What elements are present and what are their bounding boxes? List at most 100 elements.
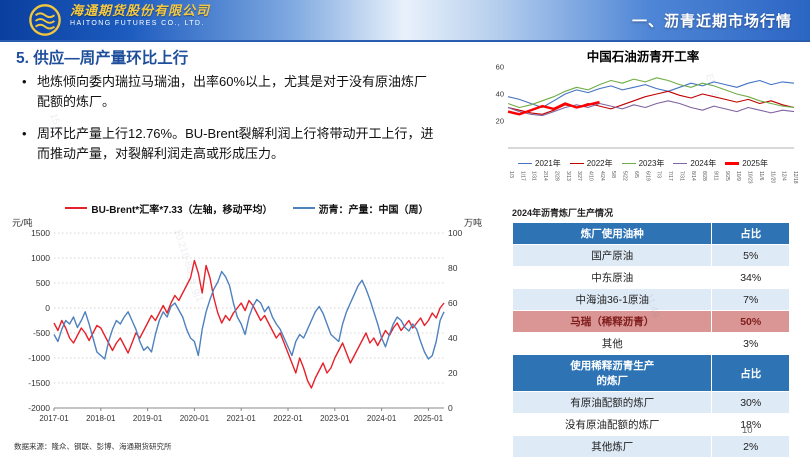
table-header-row: 使用稀释沥青生产 的炼厂 占比 — [511, 354, 790, 392]
cell-value: 2% — [711, 435, 790, 458]
left-axis-unit: 元/吨 — [12, 218, 33, 228]
x-axis-label: 10/23 — [746, 171, 753, 184]
cell-value: 5% — [711, 244, 790, 267]
cell-value: 34% — [711, 266, 790, 289]
legend-label: 2025年 — [742, 159, 768, 168]
table-row: 中东原油 34% — [511, 266, 790, 289]
svg-text:2017-01: 2017-01 — [39, 414, 69, 423]
right-axis-unit: 万吨 — [463, 218, 482, 228]
svg-text:2024-01: 2024-01 — [367, 414, 397, 423]
x-axis-label: 1/17 — [519, 171, 526, 181]
refinery-table: 炼厂使用油种 占比 国产原油 5% 中东原油 34% 中海油36-1原油 7% … — [511, 222, 790, 458]
legend-label: 2021年 — [535, 159, 561, 168]
x-axis-label: 7/31 — [678, 171, 685, 181]
svg-text:0: 0 — [45, 303, 50, 313]
svg-text:1000: 1000 — [31, 253, 50, 263]
svg-text:20: 20 — [448, 368, 458, 378]
col-header-refinery-type: 使用稀释沥青生产 的炼厂 — [511, 354, 713, 392]
cell-label: 没有原油配额的炼厂 — [511, 413, 713, 436]
svg-text:-1500: -1500 — [28, 378, 50, 388]
x-axis-label: 6/5 — [632, 171, 639, 178]
col-header-oil-type: 炼厂使用油种 — [511, 222, 713, 245]
table-row: 国产原油 5% — [511, 244, 790, 267]
operating-rate-chart-block: 中国石油沥青开工率 60 40 20 2021年 2022年 2023年 2024年 202… — [482, 46, 804, 209]
table-row-highlighted: 马瑞（稀释沥青） 50% — [511, 310, 790, 333]
legend-line — [725, 162, 740, 165]
svg-text:20: 20 — [496, 117, 504, 126]
col-header-share: 占比 — [711, 354, 790, 392]
svg-text:2022-01: 2022-01 — [273, 414, 303, 423]
x-axis-label: 4/10 — [587, 171, 594, 181]
x-axis-label: 9/25 — [723, 171, 730, 181]
x-axis-label: 12/4 — [780, 171, 787, 181]
svg-text:-2000: -2000 — [28, 403, 50, 413]
legend-line — [569, 162, 584, 165]
svg-text:2025-01: 2025-01 — [414, 414, 444, 423]
bullet-item: 周环比产量上行12.76%。BU-Brent裂解利润上行将带动开工上行，进而推动… — [22, 124, 434, 164]
x-axis-label: 8/28 — [701, 171, 708, 181]
x-axis-label: 4/24 — [598, 171, 605, 181]
legend-line — [621, 162, 636, 165]
svg-text:-500: -500 — [33, 328, 50, 338]
legend-item: 2024年 — [673, 158, 716, 169]
chart2-title: 中国石油沥青开工率 — [586, 50, 700, 64]
bu-brent-production-chart: 1500 1000 500 0 -500 -1000 -1500 -2000 100 80 60 40… — [28, 228, 462, 423]
table-row: 有原油配额的炼厂 30% — [511, 391, 790, 414]
company-name-en: HAITONG FUTURES CO., LTD. — [70, 20, 205, 28]
legend-label: BU-Brent*汇率*7.33（左轴，移动平均） — [91, 204, 273, 216]
svg-text:500: 500 — [36, 278, 50, 288]
cell-label: 中东原油 — [511, 266, 713, 289]
chart2-legend: 2021年 2022年 2023年 2024年 2025年 — [482, 157, 804, 170]
table-row: 中海油36-1原油 7% — [511, 288, 790, 311]
svg-text:2021-01: 2021-01 — [227, 414, 257, 423]
legend-item: 2021年 — [518, 158, 561, 169]
svg-text:60: 60 — [448, 298, 458, 308]
legend-item: 沥青：产量：中国（周） — [292, 201, 429, 216]
legend-label: 2022年 — [586, 159, 613, 168]
svg-text:40: 40 — [496, 90, 504, 99]
legend-item: 2025年 — [725, 158, 768, 169]
cell-label: 中海油36-1原油 — [511, 288, 713, 311]
section-title: 一、沥青近期市场行情 — [631, 13, 792, 30]
legend-item: 2022年 — [569, 158, 613, 169]
legend-line-blue — [292, 207, 315, 209]
x-axis-label: 11/6 — [757, 171, 764, 181]
table-title: 2024年沥青炼厂生产情况 — [512, 208, 614, 218]
haitong-logo — [28, 3, 62, 37]
page-number: 10 — [742, 425, 753, 436]
cell-value: 3% — [711, 332, 790, 355]
svg-text:2018-01: 2018-01 — [86, 414, 116, 423]
x-axis-label: 1/3 — [508, 171, 514, 178]
svg-text:60: 60 — [496, 63, 504, 72]
company-name-block: 海通期货股份有限公司 HAITONG FUTURES CO., LTD. — [70, 3, 211, 28]
haitong-logo-icon — [29, 4, 61, 36]
x-axis-label: 10/9 — [735, 171, 742, 181]
svg-text:0: 0 — [448, 403, 453, 413]
svg-text:80: 80 — [448, 263, 458, 273]
svg-text:40: 40 — [448, 333, 458, 343]
legend-line-red — [65, 207, 88, 209]
x-axis-label: 1/31 — [530, 171, 537, 181]
cell-label: 有原油配额的炼厂 — [511, 391, 713, 414]
x-axis-label: 8/14 — [689, 171, 696, 181]
legend-label: 2023年 — [638, 159, 665, 168]
x-axis-label: 9/11 — [712, 171, 719, 181]
svg-text:-1000: -1000 — [28, 353, 50, 363]
legend-item: BU-Brent*汇率*7.33（左轴，移动平均） — [65, 201, 273, 216]
cell-value: 7% — [711, 288, 790, 311]
chart1-axis-units: 元/吨 万吨 — [8, 216, 486, 228]
operating-rate-chart: 60 40 20 — [496, 63, 795, 149]
x-axis-label: 3/13 — [564, 171, 571, 181]
x-axis-label: 6/19 — [644, 171, 651, 181]
bu-brent-production-chart-block: BU-Brent*汇率*7.33（左轴，移动平均） 沥青：产量：中国（周） 元/… — [8, 200, 486, 431]
x-axis-label: 2/28 — [553, 171, 560, 181]
legend-item: 2023年 — [621, 158, 665, 169]
legend-line — [518, 162, 532, 165]
chart2-x-axis-labels: 1/3 1/17 1/31 2/14 2/28 3/13 3/27 4/10 4/24 5/8 5/… — [482, 170, 804, 209]
table-row: 其他炼厂 2% — [511, 435, 790, 458]
company-name-cn: 海通期货股份有限公司 — [70, 3, 211, 18]
x-axis-label: 3/27 — [576, 171, 583, 181]
svg-text:2019-01: 2019-01 — [133, 414, 163, 423]
chart1-legend: BU-Brent*汇率*7.33（左轴，移动平均） 沥青：产量：中国（周） — [8, 200, 486, 216]
svg-text:100: 100 — [448, 228, 462, 238]
